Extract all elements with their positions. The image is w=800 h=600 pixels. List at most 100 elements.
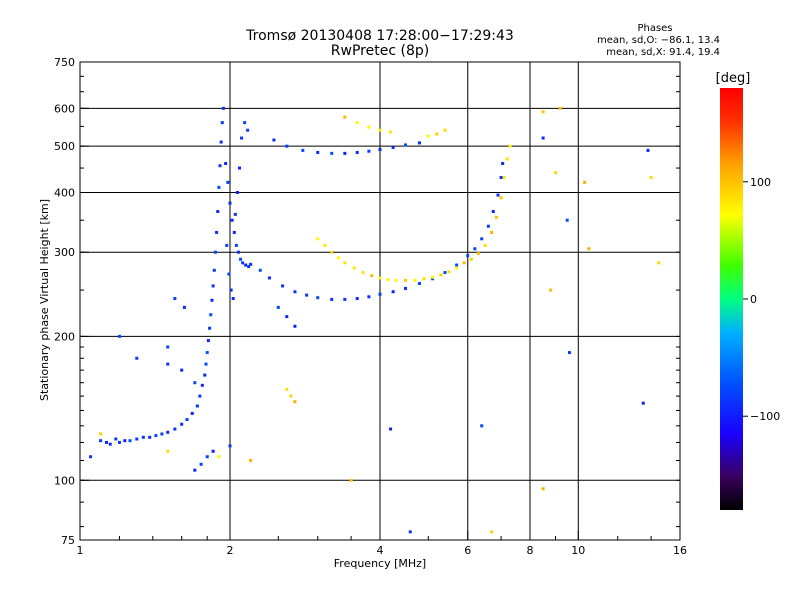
echo-point-X xyxy=(469,257,473,261)
echo-point-X xyxy=(166,449,170,453)
echo-point-X xyxy=(435,132,439,136)
stats-line-o: mean, sd,O: −86.1, 13.4 xyxy=(597,35,720,46)
echo-point-O xyxy=(180,368,184,372)
echo-point-O xyxy=(355,150,359,154)
echo-point-O xyxy=(212,268,216,272)
echo-point-O xyxy=(166,430,170,434)
echo-point-O xyxy=(249,262,253,266)
echo-point-X xyxy=(553,171,557,175)
echo-point-O xyxy=(234,243,238,247)
y-tick-label: 75 xyxy=(61,534,75,547)
echo-point-X xyxy=(494,215,498,219)
echo-point-O xyxy=(211,284,215,288)
echo-point-O xyxy=(166,362,170,366)
echo-point-O xyxy=(443,271,447,275)
echo-point-O xyxy=(389,427,393,431)
echo-point-O xyxy=(210,298,214,302)
echo-point-X xyxy=(499,196,503,200)
echo-point-O xyxy=(258,268,262,272)
echo-point-X xyxy=(541,110,545,114)
echo-point-O xyxy=(241,261,245,265)
echo-point-O xyxy=(408,530,412,534)
x-axis-label: Frequency [MHz] xyxy=(334,557,426,570)
echo-point-O xyxy=(378,292,382,296)
echo-point-O xyxy=(281,284,285,288)
echo-point-O xyxy=(330,297,334,301)
y-tick-label: 100 xyxy=(54,474,75,487)
echo-point-O xyxy=(565,218,569,222)
echo-point-O xyxy=(117,440,121,444)
echo-point-X xyxy=(422,277,426,281)
echo-point-O xyxy=(646,148,650,152)
x-tick-label: 6 xyxy=(464,544,471,557)
echo-point-X xyxy=(455,266,459,270)
x-axis-ticks: 1 2 4 6 8 10 16 xyxy=(77,531,687,557)
chart-subtitle: RwPretec (8p) xyxy=(331,43,429,59)
echo-point-O xyxy=(217,185,221,189)
y-tick-label: 500 xyxy=(54,140,75,153)
echo-point-X xyxy=(249,458,253,462)
echo-point-O xyxy=(180,422,184,426)
echo-point-O xyxy=(480,424,484,428)
echo-point-O xyxy=(148,435,152,439)
echo-point-O xyxy=(195,404,199,408)
echo-point-X xyxy=(476,252,480,256)
echo-point-O xyxy=(203,373,207,377)
echo-point-X xyxy=(490,230,494,234)
echo-point-O xyxy=(276,305,280,309)
echo-point-X xyxy=(447,270,451,274)
echo-point-O xyxy=(199,462,203,466)
chart-title: Tromsø 20130408 17:28:00−17:29:43 xyxy=(245,28,514,44)
echo-point-O xyxy=(246,128,250,132)
echo-point-O xyxy=(239,257,243,261)
echo-point-O xyxy=(229,288,233,292)
echo-point-O xyxy=(160,432,164,436)
echo-point-O xyxy=(193,381,197,385)
echo-point-X xyxy=(323,243,327,247)
echo-point-O xyxy=(209,313,213,317)
echo-point-X xyxy=(502,175,506,179)
echo-point-O xyxy=(220,121,224,125)
echo-point-O xyxy=(128,439,132,443)
echo-point-O xyxy=(567,351,571,355)
echo-point-O xyxy=(272,138,276,142)
x-tick-label: 10 xyxy=(571,544,585,557)
echo-point-X xyxy=(403,278,407,282)
echo-point-O xyxy=(193,468,197,472)
stats-heading: Phases xyxy=(637,23,672,34)
echo-point-O xyxy=(316,150,320,154)
echo-point-X xyxy=(541,487,545,491)
echo-point-X xyxy=(289,394,293,398)
echo-point-O xyxy=(285,144,289,148)
echo-point-X xyxy=(649,175,653,179)
echo-point-X xyxy=(394,278,398,282)
echo-point-O xyxy=(455,263,459,267)
echo-point-O xyxy=(243,121,247,125)
echo-point-X xyxy=(336,256,340,260)
echo-point-O xyxy=(185,418,189,422)
echo-point-X xyxy=(378,128,382,132)
echo-point-O xyxy=(219,140,223,144)
echo-point-X xyxy=(330,250,334,254)
echo-point-X xyxy=(352,266,356,270)
echo-point-X xyxy=(349,478,353,482)
echo-point-O xyxy=(227,272,231,276)
echo-point-X xyxy=(355,121,359,125)
colorbar-tick-label: 0 xyxy=(750,293,757,306)
echo-point-X xyxy=(439,273,443,277)
echo-point-O xyxy=(316,296,320,300)
echo-point-O xyxy=(204,362,208,366)
echo-point-O xyxy=(205,455,209,459)
data-points xyxy=(89,106,661,534)
echo-point-X xyxy=(99,432,103,436)
echo-point-O xyxy=(367,149,371,153)
echo-point-O xyxy=(166,345,170,349)
y-tick-label: 300 xyxy=(54,246,75,259)
echo-point-O xyxy=(496,193,500,197)
echo-point-O xyxy=(417,282,421,286)
echo-point-X xyxy=(378,276,382,280)
echo-point-X xyxy=(558,106,562,110)
echo-point-O xyxy=(247,265,251,269)
echo-point-O xyxy=(104,440,108,444)
